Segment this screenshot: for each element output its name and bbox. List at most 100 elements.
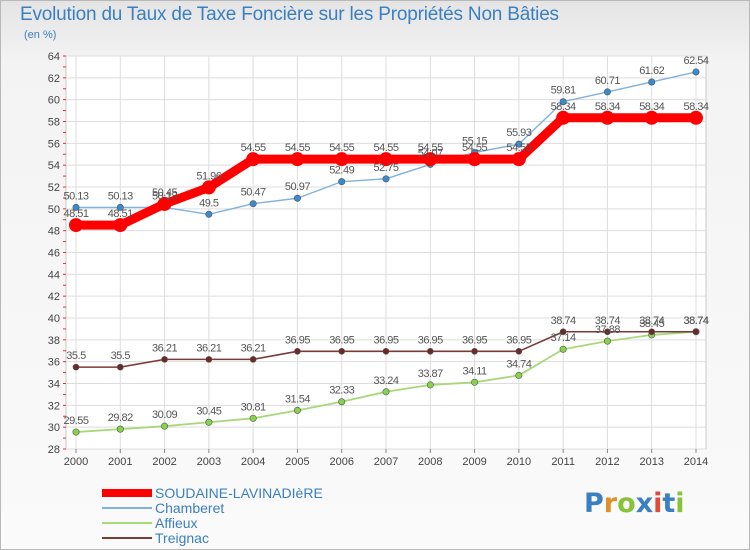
data-label: 51.96 (196, 170, 221, 182)
y-tick-label: 46 (48, 248, 60, 260)
series-point-0 (246, 152, 261, 167)
data-label: 50.47 (241, 187, 266, 199)
data-label: 50.97 (285, 181, 310, 193)
series-point-2 (382, 388, 390, 396)
series-point-1 (603, 88, 611, 96)
y-tick-label: 60 (48, 95, 60, 107)
data-label: 49.5 (199, 197, 219, 209)
data-label: 54.55 (285, 142, 310, 154)
data-label: 54.55 (241, 142, 266, 154)
series-point-1 (338, 178, 346, 186)
data-label: 30.09 (152, 409, 177, 421)
series-point-2 (515, 371, 523, 379)
data-label: 30.81 (241, 401, 266, 413)
series-point-0 (334, 152, 349, 167)
x-tick-label: 2003 (197, 456, 221, 468)
series-point-1 (559, 98, 567, 106)
data-label: 60.71 (595, 75, 620, 87)
y-tick-label: 28 (48, 444, 60, 456)
data-label: 36.95 (462, 334, 487, 346)
series-point-0 (201, 180, 216, 195)
series-point-0 (600, 110, 615, 125)
series-point-0 (290, 152, 305, 167)
series-point-3 (692, 328, 700, 336)
series-point-3 (294, 347, 301, 355)
series-point-0 (644, 110, 659, 125)
data-label: 54.55 (462, 142, 487, 154)
series-point-3 (559, 328, 567, 336)
data-label: 33.87 (418, 368, 443, 380)
series-point-1 (249, 200, 257, 208)
data-label: 55.93 (506, 127, 531, 139)
data-label: 54.55 (373, 142, 398, 154)
series-point-1 (515, 140, 523, 148)
series-point-0 (157, 196, 172, 211)
data-label: 30.45 (196, 405, 221, 417)
data-label: 36.21 (241, 342, 266, 354)
series-point-1 (382, 175, 390, 183)
data-label: 54.55 (418, 142, 443, 154)
y-tick-label: 54 (48, 160, 60, 172)
data-label: 36.21 (196, 342, 221, 354)
data-label: 38.74 (683, 315, 708, 327)
series-point-0 (379, 152, 393, 167)
y-tick-label: 42 (48, 291, 60, 303)
data-label: 34.74 (506, 358, 531, 370)
series-point-0 (467, 152, 482, 167)
data-label: 54.55 (506, 142, 531, 154)
series-point-0 (511, 152, 526, 167)
data-label: 35.5 (66, 350, 86, 362)
data-label: 36.95 (506, 334, 531, 346)
x-tick-label: 2011 (551, 456, 575, 468)
series-point-3 (161, 356, 168, 363)
data-label: 29.82 (108, 412, 133, 424)
data-label: 58.34 (551, 101, 576, 113)
series-point-2 (603, 337, 611, 345)
data-label: 31.54 (285, 393, 310, 405)
x-tick-label: 2009 (462, 456, 486, 468)
series-point-2 (249, 414, 257, 422)
data-label: 50.13 (152, 190, 177, 202)
series-point-0 (423, 152, 438, 167)
y-tick-label: 30 (48, 422, 60, 434)
series-point-1 (205, 210, 213, 218)
y-tick-label: 56 (48, 138, 60, 150)
data-label: 36.95 (373, 334, 398, 346)
data-label: 62.54 (683, 55, 708, 67)
x-tick-label: 2013 (639, 456, 663, 468)
data-label: 59.81 (551, 85, 576, 97)
legend-label: Chamberet (155, 500, 224, 516)
x-tick-label: 2012 (595, 456, 619, 468)
x-tick-label: 2000 (64, 456, 88, 468)
series-point-3 (205, 356, 213, 363)
x-tick-label: 2008 (418, 456, 442, 468)
x-tick-label: 2006 (329, 456, 353, 468)
y-tick-label: 62 (48, 73, 60, 85)
series-point-3 (515, 347, 523, 355)
proxiti-logo: Proxiti (584, 488, 685, 519)
data-label: 38.74 (683, 315, 708, 327)
data-label: 38.45 (639, 318, 664, 330)
y-tick-label: 38 (48, 335, 60, 347)
data-label: 34.11 (462, 365, 487, 377)
series-point-2 (293, 406, 301, 414)
data-label: 38.74 (595, 315, 620, 327)
data-label: 36.21 (152, 342, 177, 354)
data-label: 36.95 (329, 334, 354, 346)
y-tick-label: 64 (48, 51, 60, 63)
series-point-2 (116, 425, 124, 433)
y-tick-label: 34 (48, 379, 60, 391)
x-tick-label: 2010 (507, 456, 531, 468)
y-unit-label: (en %) (24, 29, 57, 41)
series-point-0 (69, 218, 83, 233)
data-label: 32.33 (329, 385, 354, 397)
series-point-3 (604, 328, 611, 336)
series-point-3 (116, 363, 124, 371)
data-label: 61.62 (639, 65, 664, 77)
data-label: 50.45 (152, 187, 177, 199)
y-tick-label: 58 (48, 117, 60, 129)
data-label: 52.75 (373, 162, 398, 174)
series-point-3 (471, 347, 478, 355)
x-tick-label: 2005 (285, 456, 309, 468)
y-tick-label: 32 (48, 400, 60, 412)
